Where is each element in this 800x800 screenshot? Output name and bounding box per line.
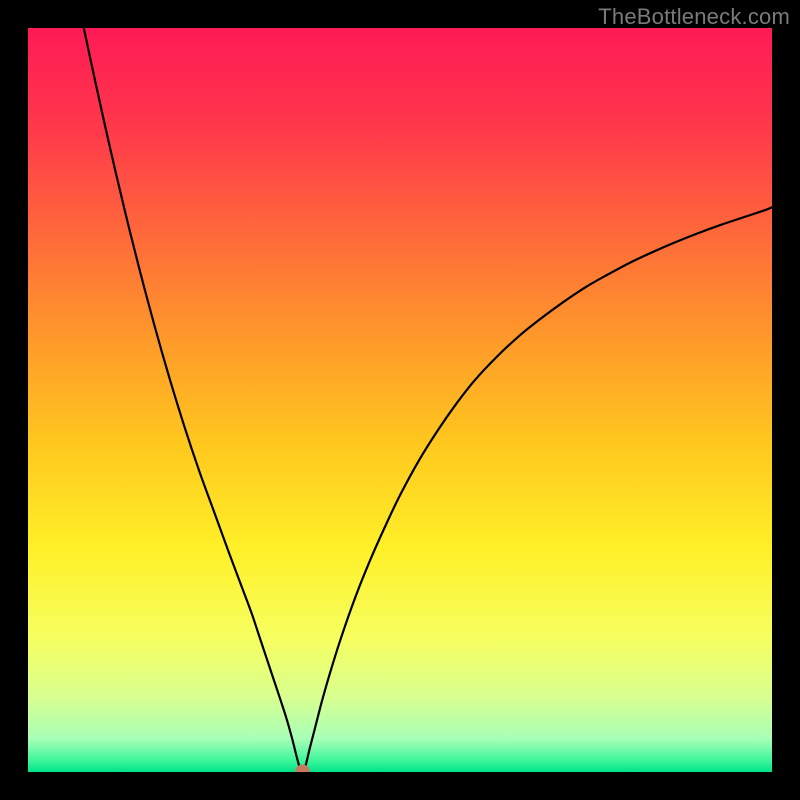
plot-svg [28,28,772,772]
chart-container: TheBottleneck.com [0,0,800,800]
gradient-background [28,28,772,772]
attribution-label: TheBottleneck.com [598,4,790,30]
plot-area [28,28,772,772]
